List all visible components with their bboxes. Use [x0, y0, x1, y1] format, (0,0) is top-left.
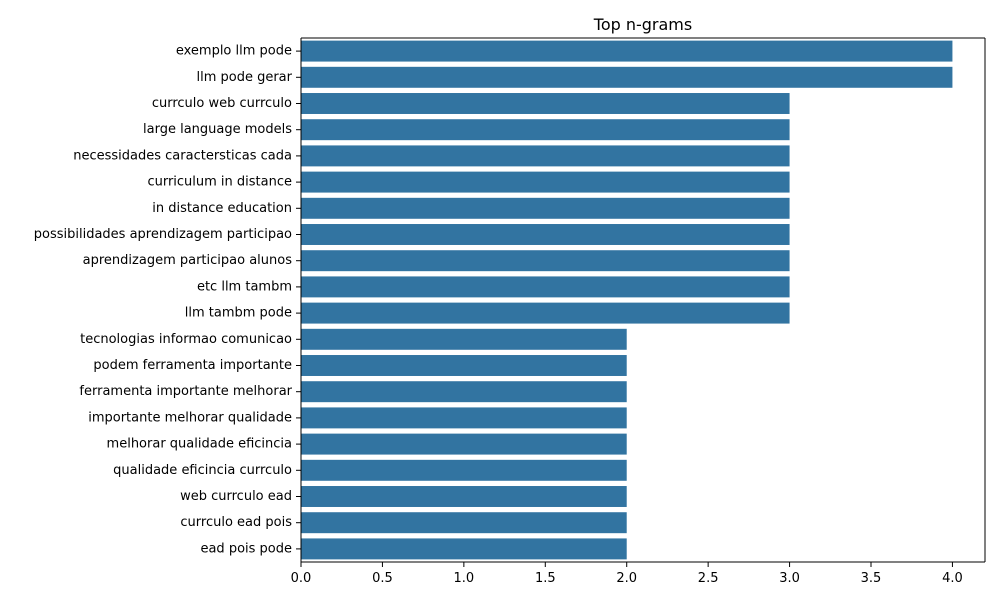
- y-tick-label: tecnologias informao comunicao: [80, 332, 292, 347]
- bar-16: [301, 433, 627, 455]
- bar-11: [301, 302, 790, 324]
- bar-9: [301, 250, 790, 272]
- x-tick-label: 3.5: [861, 571, 882, 586]
- x-tick-label: 3.0: [779, 571, 800, 586]
- bar-17: [301, 459, 627, 481]
- y-tick-label: ferramenta importante melhorar: [79, 384, 292, 399]
- bar-5: [301, 145, 790, 167]
- y-tick-label: importante melhorar qualidade: [88, 410, 292, 425]
- bar-4: [301, 119, 790, 141]
- plot-frame: [300, 37, 986, 563]
- y-tick-label: currculo web currculo: [152, 96, 292, 111]
- bars-layer: [301, 40, 953, 560]
- y-tick-label: curriculum in distance: [147, 175, 292, 190]
- y-tick-label: in distance education: [152, 201, 292, 216]
- y-tick-label: etc llm tambm: [197, 279, 292, 294]
- y-tick-label: web currculo ead: [180, 489, 292, 504]
- x-tick-label: 1.5: [535, 571, 556, 586]
- x-tick-label: 1.0: [454, 571, 475, 586]
- y-tick-label: podem ferramenta importante: [93, 358, 292, 373]
- y-tick-label: currculo ead pois: [180, 515, 292, 530]
- bar-19: [301, 512, 627, 534]
- bar-13: [301, 355, 627, 376]
- bar-3: [301, 93, 790, 114]
- y-tick-label: necessidades caractersticas cada: [73, 148, 292, 163]
- bar-1: [301, 40, 953, 62]
- bar-2: [301, 66, 953, 88]
- bar-10: [301, 276, 790, 298]
- bar-12: [301, 328, 627, 350]
- x-tick-label: 0.0: [291, 571, 312, 586]
- bar-20: [301, 538, 627, 560]
- y-tick-label: ead pois pode: [200, 541, 292, 556]
- y-tick-label: llm pode gerar: [196, 70, 292, 85]
- x-axis: 0.0 0.5 1.0 1.5 2.0 2.5 3.0 3.5 4.0: [291, 562, 963, 586]
- bar-8: [301, 224, 790, 245]
- bar-18: [301, 486, 627, 507]
- x-tick-label: 0.5: [372, 571, 393, 586]
- bar-6: [301, 171, 790, 193]
- x-tick-label: 4.0: [942, 571, 963, 586]
- y-tick-label: aprendizagem participao alunos: [83, 253, 293, 268]
- y-tick-label: exemplo llm pode: [176, 44, 292, 59]
- x-tick-label: 2.5: [698, 571, 719, 586]
- bar-7: [301, 197, 790, 219]
- chart-title: Top n-grams: [593, 15, 692, 34]
- y-tick-label: possibilidades aprendizagem participao: [34, 227, 292, 242]
- x-tick-label: 2.0: [616, 571, 637, 586]
- y-tick-label: llm tambm pode: [185, 306, 292, 321]
- bar-14: [301, 381, 627, 403]
- y-tick-label: melhorar qualidade eficincia: [107, 437, 292, 452]
- y-tick-labels: exemplo llm pode llm pode gerar currculo w…: [34, 44, 301, 556]
- bar-15: [301, 407, 627, 429]
- y-tick-label: large language models: [143, 122, 292, 137]
- y-tick-label: qualidade eficincia currculo: [113, 463, 292, 478]
